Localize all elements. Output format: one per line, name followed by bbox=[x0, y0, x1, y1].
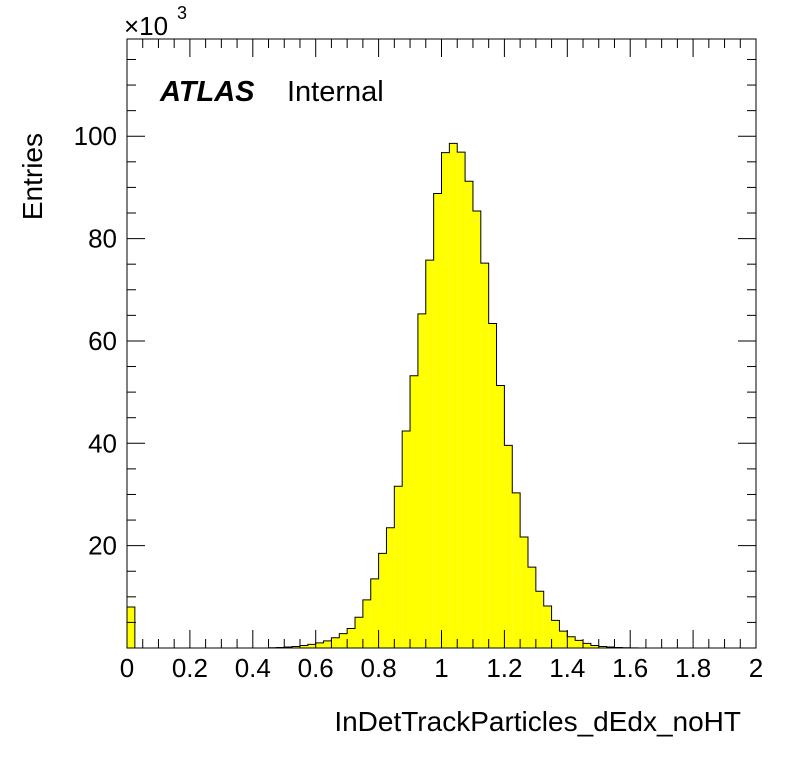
histogram-bin bbox=[465, 181, 473, 649]
histogram-bin bbox=[410, 375, 418, 648]
histogram-bin bbox=[551, 620, 560, 648]
histogram-bin bbox=[527, 567, 536, 648]
y-tick-label: 80 bbox=[88, 224, 117, 254]
histogram-bin bbox=[449, 143, 458, 648]
x-tick-label: 2 bbox=[749, 653, 763, 683]
x-tick-label: 1.6 bbox=[612, 653, 648, 683]
histogram-bin bbox=[535, 591, 544, 648]
histogram-bin bbox=[543, 606, 552, 648]
x-tick-label: 0.2 bbox=[172, 653, 208, 683]
histogram-bin bbox=[402, 431, 411, 648]
histogram-bin bbox=[433, 193, 442, 648]
x-tick-label: 1.2 bbox=[486, 653, 522, 683]
x-tick-labels: 0 0.2 0.4 0.6 0.8 1 1.2 1.4 1.6 1.8 2 bbox=[120, 653, 763, 683]
histogram-bin bbox=[520, 536, 528, 648]
atlas-sublabel: Internal bbox=[287, 76, 384, 108]
histogram-bin bbox=[583, 643, 591, 648]
x-tick-label: 1.4 bbox=[549, 653, 585, 683]
x-tick-label: 0 bbox=[120, 653, 134, 683]
histogram-bin bbox=[504, 445, 513, 648]
y-multiplier-exponent: 3 bbox=[177, 3, 187, 23]
histogram-bin bbox=[512, 492, 521, 648]
histogram-bin bbox=[307, 644, 316, 648]
y-tick-label: 40 bbox=[88, 428, 117, 458]
histogram-bin bbox=[425, 260, 434, 648]
x-tick-label: 1.8 bbox=[675, 653, 711, 683]
histogram-bin bbox=[299, 645, 308, 648]
histogram-bin bbox=[598, 646, 607, 648]
histogram-bin bbox=[370, 578, 379, 648]
histogram-bin bbox=[292, 646, 300, 648]
y-tick-label: 60 bbox=[88, 326, 117, 356]
x-axis-label: InDetTrackParticles_dEdx_noHT bbox=[334, 706, 741, 737]
histogram-bin bbox=[457, 152, 466, 648]
histogram-bin bbox=[472, 210, 481, 648]
x-tick-label: 0.4 bbox=[235, 653, 271, 683]
histogram-bin bbox=[488, 323, 497, 648]
histogram-bin bbox=[386, 527, 395, 648]
histogram-bin bbox=[362, 599, 371, 648]
histogram-bin bbox=[394, 486, 403, 648]
atlas-label: ATLAS bbox=[159, 76, 255, 108]
histogram-bin bbox=[590, 645, 599, 648]
histogram-bin bbox=[441, 152, 450, 649]
y-tick-label: 20 bbox=[88, 531, 117, 561]
histogram-bin bbox=[284, 646, 293, 648]
histogram-bin bbox=[559, 631, 568, 648]
x-tick-label: 0.8 bbox=[361, 653, 397, 683]
histogram-bin bbox=[567, 636, 576, 648]
axis-ticks bbox=[126, 39, 757, 648]
histogram-bin bbox=[496, 385, 505, 648]
histogram-bin bbox=[323, 640, 332, 648]
histogram-bin bbox=[417, 313, 426, 648]
x-tick-label: 1 bbox=[434, 653, 448, 683]
histogram-bin bbox=[606, 646, 615, 648]
y-tick-label: 100 bbox=[74, 121, 117, 151]
histogram-bin bbox=[347, 628, 356, 648]
histogram-bin bbox=[315, 642, 324, 648]
histogram-bin bbox=[331, 637, 340, 648]
y-tick-labels: 20 40 60 80 100 bbox=[74, 121, 117, 560]
histogram-bin bbox=[355, 617, 363, 648]
histogram-bin bbox=[339, 633, 348, 648]
y-axis-label: Entries bbox=[17, 133, 48, 220]
histogram-bin bbox=[127, 607, 135, 648]
x-tick-label: 0.6 bbox=[298, 653, 334, 683]
histogram-bin bbox=[378, 553, 387, 648]
histogram-bars bbox=[127, 143, 639, 649]
histogram-bin bbox=[480, 263, 489, 648]
y-multiplier-label: ×10 bbox=[124, 11, 168, 41]
histogram-bin bbox=[575, 640, 584, 648]
